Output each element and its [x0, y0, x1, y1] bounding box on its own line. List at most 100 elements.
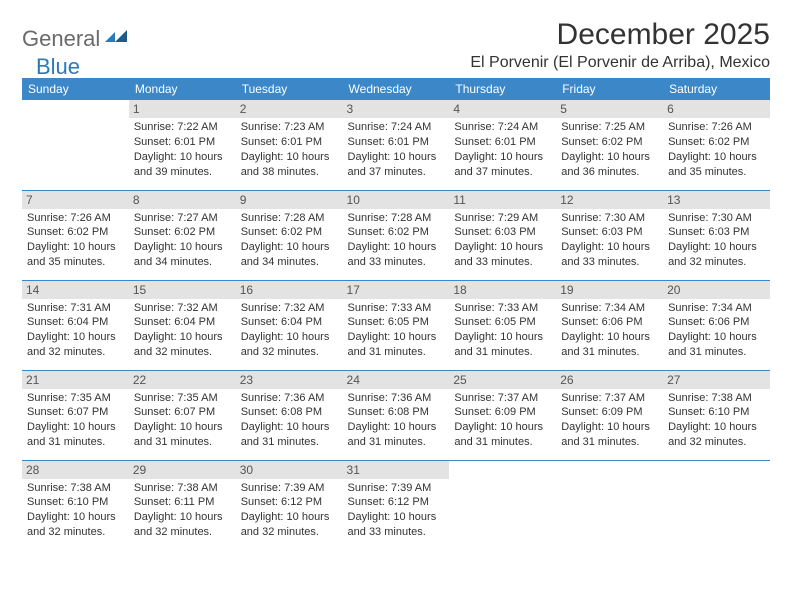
day-number: 8 [129, 191, 236, 209]
calendar-day-cell: 3 Sunrise: 7:24 AMSunset: 6:01 PMDaylight… [343, 100, 450, 190]
day-number: 20 [663, 281, 770, 299]
calendar-week-row: 28 Sunrise: 7:38 AMSunset: 6:10 PMDayligh… [22, 460, 770, 550]
calendar-week-row: 7 Sunrise: 7:26 AMSunset: 6:02 PMDaylight… [22, 190, 770, 280]
calendar-day-cell: 10 Sunrise: 7:28 AMSunset: 6:02 PMDayligh… [343, 190, 450, 280]
day-details: Sunrise: 7:30 AMSunset: 6:03 PMDaylight:… [561, 211, 658, 270]
day-details: Sunrise: 7:28 AMSunset: 6:02 PMDaylight:… [348, 211, 445, 270]
day-details: Sunrise: 7:31 AMSunset: 6:04 PMDaylight:… [27, 301, 124, 360]
calendar-day-cell: 11Sunrise: 7:29 AMSunset: 6:03 PMDayligh… [449, 190, 556, 280]
title-block: December 2025 El Porvenir (El Porvenir d… [470, 18, 770, 72]
day-details: Sunrise: 7:38 AMSunset: 6:10 PMDaylight:… [668, 391, 765, 450]
calendar-day-cell: 31 Sunrise: 7:39 AMSunset: 6:12 PMDayligh… [343, 460, 450, 550]
logo-text-general: General [22, 26, 100, 52]
day-details: Sunrise: 7:26 AMSunset: 6:02 PMDaylight:… [668, 120, 765, 179]
day-details: Sunrise: 7:32 AMSunset: 6:04 PMDaylight:… [134, 301, 231, 360]
day-header: Thursday [449, 78, 556, 100]
day-details: Sunrise: 7:34 AMSunset: 6:06 PMDaylight:… [561, 301, 658, 360]
calendar-day-cell: 24Sunrise: 7:36 AMSunset: 6:08 PMDayligh… [343, 370, 450, 460]
day-number: 9 [236, 191, 343, 209]
day-number: 14 [22, 281, 129, 299]
header: General December 2025 El Porvenir (El Po… [22, 18, 770, 72]
day-number: 23 [236, 371, 343, 389]
calendar-day-cell: 28 Sunrise: 7:38 AMSunset: 6:10 PMDayligh… [22, 460, 129, 550]
day-number: 26 [556, 371, 663, 389]
calendar-day-cell: 7 Sunrise: 7:26 AMSunset: 6:02 PMDaylight… [22, 190, 129, 280]
day-header: Sunday [22, 78, 129, 100]
day-number: 7 [22, 191, 129, 209]
day-number: 30 [236, 461, 343, 479]
calendar-week-row: 1 Sunrise: 7:22 AMSunset: 6:01 PMDaylight… [22, 100, 770, 190]
day-details: Sunrise: 7:35 AMSunset: 6:07 PMDaylight:… [27, 391, 124, 450]
calendar-day-cell [663, 460, 770, 550]
day-number: 29 [129, 461, 236, 479]
calendar-day-cell: 5Sunrise: 7:25 AMSunset: 6:02 PMDaylight… [556, 100, 663, 190]
calendar-day-cell: 15 Sunrise: 7:32 AMSunset: 6:04 PMDayligh… [129, 280, 236, 370]
calendar-day-cell: 14 Sunrise: 7:31 AMSunset: 6:04 PMDayligh… [22, 280, 129, 370]
day-number: 3 [343, 100, 450, 118]
day-number: 15 [129, 281, 236, 299]
calendar-header-row: SundayMondayTuesdayWednesdayThursdayFrid… [22, 78, 770, 100]
calendar-day-cell: 30 Sunrise: 7:39 AMSunset: 6:12 PMDayligh… [236, 460, 343, 550]
location: El Porvenir (El Porvenir de Arriba), Mex… [470, 54, 770, 72]
calendar-day-cell: 8 Sunrise: 7:27 AMSunset: 6:02 PMDaylight… [129, 190, 236, 280]
calendar-day-cell: 12 Sunrise: 7:30 AMSunset: 6:03 PMDayligh… [556, 190, 663, 280]
calendar-day-cell: 20 Sunrise: 7:34 AMSunset: 6:06 PMDayligh… [663, 280, 770, 370]
day-details: Sunrise: 7:32 AMSunset: 6:04 PMDaylight:… [241, 301, 338, 360]
calendar-table: SundayMondayTuesdayWednesdayThursdayFrid… [22, 78, 770, 550]
day-details: Sunrise: 7:39 AMSunset: 6:12 PMDaylight:… [348, 481, 445, 540]
day-details: Sunrise: 7:23 AMSunset: 6:01 PMDaylight:… [241, 120, 338, 179]
day-details: Sunrise: 7:30 AMSunset: 6:03 PMDaylight:… [668, 211, 765, 270]
day-number: 28 [22, 461, 129, 479]
day-number: 2 [236, 100, 343, 118]
calendar-day-cell [556, 460, 663, 550]
day-number: 4 [449, 100, 556, 118]
day-header: Monday [129, 78, 236, 100]
day-details: Sunrise: 7:24 AMSunset: 6:01 PMDaylight:… [454, 120, 551, 179]
calendar-day-cell: 2 Sunrise: 7:23 AMSunset: 6:01 PMDaylight… [236, 100, 343, 190]
day-details: Sunrise: 7:22 AMSunset: 6:01 PMDaylight:… [134, 120, 231, 179]
day-number: 22 [129, 371, 236, 389]
calendar-body: 1 Sunrise: 7:22 AMSunset: 6:01 PMDaylight… [22, 100, 770, 550]
day-number: 18 [449, 281, 556, 299]
calendar-day-cell: 4 Sunrise: 7:24 AMSunset: 6:01 PMDaylight… [449, 100, 556, 190]
day-details: Sunrise: 7:27 AMSunset: 6:02 PMDaylight:… [134, 211, 231, 270]
day-number: 5 [556, 100, 663, 118]
calendar-day-cell [449, 460, 556, 550]
day-number: 16 [236, 281, 343, 299]
day-header: Wednesday [343, 78, 450, 100]
day-header: Tuesday [236, 78, 343, 100]
calendar-day-cell: 13 Sunrise: 7:30 AMSunset: 6:03 PMDayligh… [663, 190, 770, 280]
day-number: 19 [556, 281, 663, 299]
logo-graphic-icon [105, 28, 129, 51]
calendar-day-cell: 18Sunrise: 7:33 AMSunset: 6:05 PMDayligh… [449, 280, 556, 370]
day-details: Sunrise: 7:39 AMSunset: 6:12 PMDaylight:… [241, 481, 338, 540]
day-details: Sunrise: 7:24 AMSunset: 6:01 PMDaylight:… [348, 120, 445, 179]
day-details: Sunrise: 7:26 AMSunset: 6:02 PMDaylight:… [27, 211, 124, 270]
day-number: 31 [343, 461, 450, 479]
calendar-week-row: 21 Sunrise: 7:35 AMSunset: 6:07 PMDayligh… [22, 370, 770, 460]
calendar-day-cell: 26Sunrise: 7:37 AMSunset: 6:09 PMDayligh… [556, 370, 663, 460]
calendar-week-row: 14 Sunrise: 7:31 AMSunset: 6:04 PMDayligh… [22, 280, 770, 370]
day-header: Saturday [663, 78, 770, 100]
logo-text-blue: Blue [36, 54, 80, 80]
calendar-day-cell: 27Sunrise: 7:38 AMSunset: 6:10 PMDayligh… [663, 370, 770, 460]
day-number: 13 [663, 191, 770, 209]
calendar-day-cell: 1 Sunrise: 7:22 AMSunset: 6:01 PMDaylight… [129, 100, 236, 190]
day-details: Sunrise: 7:37 AMSunset: 6:09 PMDaylight:… [454, 391, 551, 450]
month-title: December 2025 [470, 18, 770, 52]
day-number: 1 [129, 100, 236, 118]
day-details: Sunrise: 7:34 AMSunset: 6:06 PMDaylight:… [668, 301, 765, 360]
calendar-day-cell: 9Sunrise: 7:28 AMSunset: 6:02 PMDaylight… [236, 190, 343, 280]
day-details: Sunrise: 7:38 AMSunset: 6:10 PMDaylight:… [27, 481, 124, 540]
day-number: 12 [556, 191, 663, 209]
day-details: Sunrise: 7:38 AMSunset: 6:11 PMDaylight:… [134, 481, 231, 540]
calendar-day-cell: 6Sunrise: 7:26 AMSunset: 6:02 PMDaylight… [663, 100, 770, 190]
day-details: Sunrise: 7:33 AMSunset: 6:05 PMDaylight:… [348, 301, 445, 360]
day-number: 21 [22, 371, 129, 389]
calendar-day-cell [22, 100, 129, 190]
calendar-day-cell: 22Sunrise: 7:35 AMSunset: 6:07 PMDayligh… [129, 370, 236, 460]
calendar-day-cell: 21 Sunrise: 7:35 AMSunset: 6:07 PMDayligh… [22, 370, 129, 460]
day-number: 10 [343, 191, 450, 209]
day-details: Sunrise: 7:36 AMSunset: 6:08 PMDaylight:… [348, 391, 445, 450]
day-number: 11 [449, 191, 556, 209]
